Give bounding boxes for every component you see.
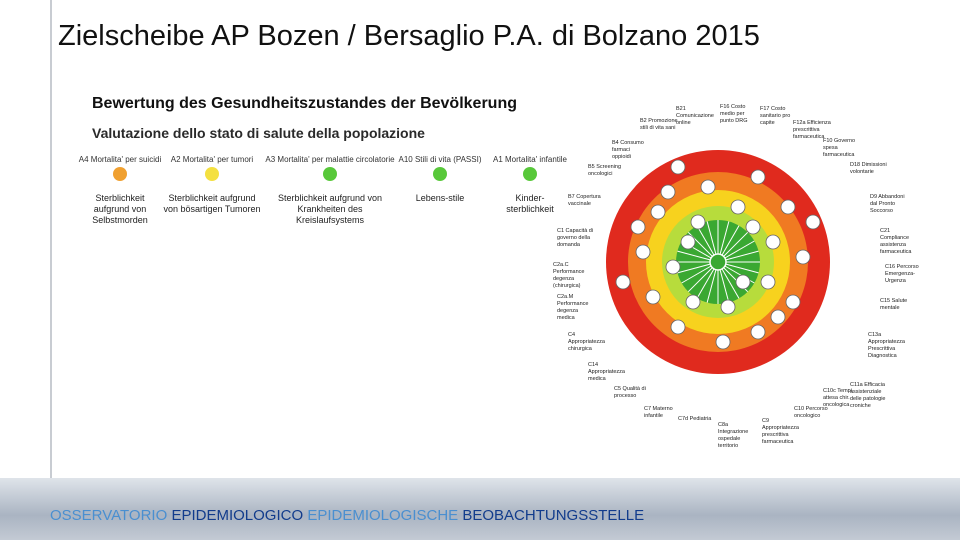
indicator-translation: Sterblichkeit aufgrund von Krankheiten d…	[277, 193, 383, 225]
indicator-dot	[670, 319, 686, 335]
indicator-dot	[765, 234, 781, 250]
indicator-dot	[750, 169, 766, 185]
footer-word: OSSERVATORIO	[50, 507, 168, 524]
footer-word: EPIDEMIOLOGISCHE	[307, 507, 459, 524]
indicator-dot	[523, 167, 537, 181]
target-label: C7 Materno infantile	[644, 406, 673, 419]
indicator-dot	[745, 219, 761, 235]
target-label: C7d Pediatria	[678, 416, 712, 422]
indicator-dot	[615, 274, 631, 290]
target-label: C10c Tempi attesa chir. oncologica	[823, 388, 852, 408]
indicator-translation: Sterblichkeit aufgrund von bösartigen Tu…	[163, 193, 261, 214]
divider	[50, 0, 52, 480]
indicator-dot	[720, 299, 736, 315]
target-label: F16 Costo medio per punto DRG	[720, 104, 748, 124]
footer-band	[0, 478, 960, 540]
indicator-dot	[690, 214, 706, 230]
indicator-dot	[780, 199, 796, 215]
indicator-dot	[645, 289, 661, 305]
target-label: C9 Appropriatezza prescrittiva farmaceut…	[762, 418, 799, 445]
section-heading: Bewertung des Gesundheitszustandes der B…	[92, 95, 517, 112]
target-label: C5 Qualità di processo	[614, 386, 646, 399]
indicator-translation: Sterblichkeit aufgrund von Selbstmorden	[92, 193, 148, 225]
target-label: B21 Comunicazione online	[676, 106, 714, 126]
section-subheading: Valutazione dello stato di salute della …	[92, 125, 425, 141]
indicator-dot	[650, 204, 666, 220]
indicator-dot	[805, 214, 821, 230]
indicator-dot	[205, 167, 219, 181]
footer-text: OSSERVATORIO EPIDEMIOLOGICO EPIDEMIOLOGI…	[50, 507, 644, 524]
indicator-dot	[760, 274, 776, 290]
indicator-dot	[730, 199, 746, 215]
target-label: C4 Appropriatezza chirurgica	[568, 332, 605, 352]
indicator-label: A4 Mortalita' per suicidi	[78, 155, 162, 164]
indicator-dot	[715, 334, 731, 350]
target-label: B4 Consumo farmaci oppioidi	[612, 140, 644, 160]
dots	[615, 159, 821, 350]
target-label: F10 Governo spesa farmaceutica	[823, 138, 856, 158]
footer-word: BEOBACHTUNGSSTELLE	[462, 507, 645, 524]
indicator-dot	[735, 274, 751, 290]
target-label: D9 Abbandoni dal Pronto Soccorso	[870, 194, 905, 214]
target-label: C2a.C Performance degenza (chirurgica)	[553, 262, 585, 289]
indicator-translation: Kinder-sterblichkeit	[506, 193, 554, 214]
target-label: D18 Dimissioni volontarie	[850, 162, 887, 175]
indicator-translation: Lebens-stile	[415, 193, 465, 203]
target-label: C16 Percorso Emergenza-Urgenza	[885, 264, 919, 284]
target-label: C8a Integrazione ospedale territorio	[718, 422, 749, 449]
indicator-dot	[113, 167, 127, 181]
target-label: C10 Percorso oncologico	[794, 406, 828, 419]
indicator-dot	[700, 179, 716, 195]
indicator-dot	[770, 309, 786, 325]
target	[606, 150, 830, 374]
indicator-label: A2 Mortalita' per tumori	[170, 155, 254, 164]
indicator-dot	[750, 324, 766, 340]
indicator-dot	[665, 259, 681, 275]
target-label: B7 Copertura vaccinale	[568, 194, 601, 207]
indicator-dot	[630, 219, 646, 235]
target-label: B2 Promozione stili di vita sani	[640, 118, 678, 131]
center	[709, 253, 727, 271]
indicator-dot	[635, 244, 651, 260]
indicator-dot	[795, 249, 811, 265]
indicator-label: A1 Mortalita' infantile	[492, 155, 567, 164]
target-label: C14 Appropriatezza medica	[588, 362, 625, 382]
indicator-dot	[323, 167, 337, 181]
target-label: B5 Screening oncologici	[588, 164, 622, 177]
target-label: C1 Capacità di governo della domanda	[557, 228, 594, 248]
indicator-dot	[785, 294, 801, 310]
target-label: C2a.M Performance degenza medica	[557, 294, 589, 321]
indicator-dot	[433, 167, 447, 181]
target-label: C13a Appropriatezza Prescrittiva Diagnos…	[868, 332, 905, 359]
target-label: C15 Salute mentale	[880, 298, 908, 311]
indicator-dot	[680, 234, 696, 250]
indicator-label: A3 Mortalita' per malattie circolatorie	[265, 155, 395, 164]
indicator-dot	[685, 294, 701, 310]
slide-title: Zielscheibe AP Bozen / Bersaglio P.A. di…	[58, 20, 760, 52]
indicator-dot	[670, 159, 686, 175]
target-label: C11a Efficacia assistenziale delle patol…	[850, 382, 886, 409]
target-label: F17 Costo sanitario pro capite	[760, 106, 791, 126]
indicator-label: A10 Stili di vita (PASSI)	[398, 155, 482, 164]
indicator-dot	[660, 184, 676, 200]
footer-word: EPIDEMIOLOGICO	[171, 507, 304, 524]
target-label: C21 Compliance assistenza farmaceutica	[880, 228, 912, 255]
target-label: F12a Efficienza prescrittiva farmaceutic…	[793, 120, 831, 140]
